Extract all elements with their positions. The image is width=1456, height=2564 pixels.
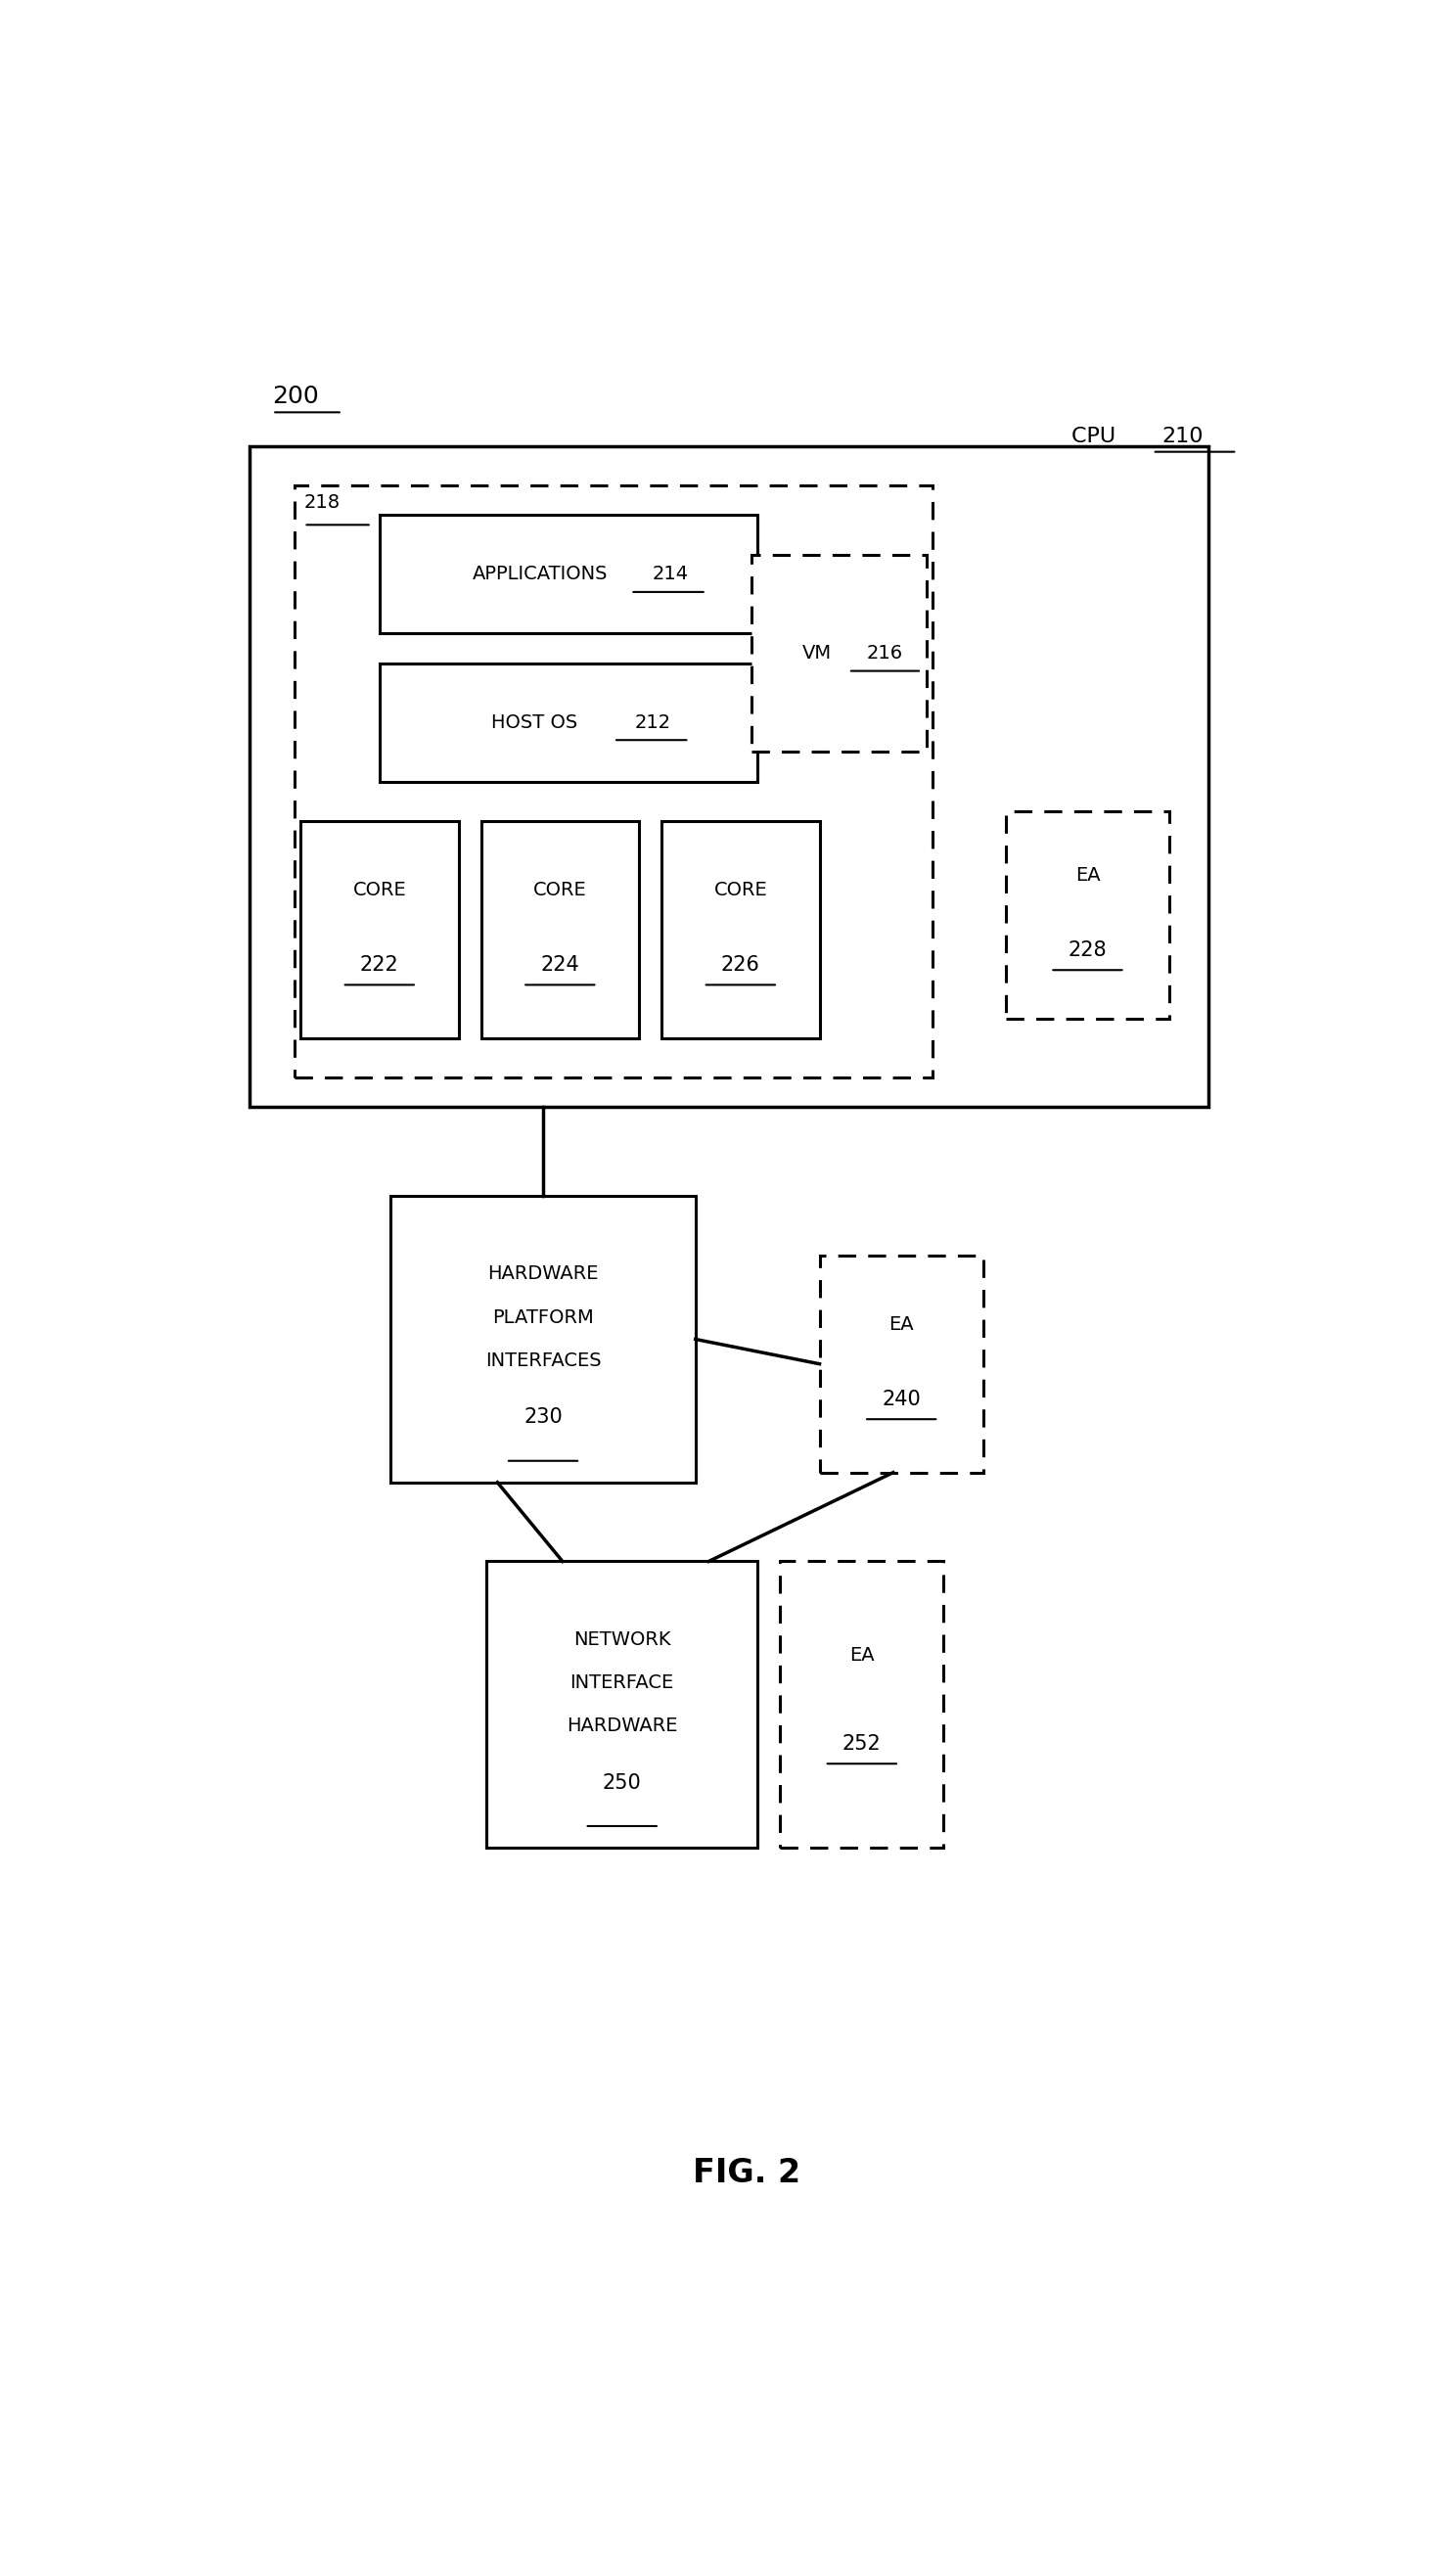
Text: EA: EA: [888, 1315, 914, 1333]
Text: 252: 252: [843, 1733, 881, 1754]
Text: VM: VM: [802, 644, 831, 662]
Text: 240: 240: [882, 1390, 920, 1410]
Text: CORE: CORE: [533, 882, 587, 900]
Bar: [300, 820, 459, 1038]
Text: 228: 228: [1069, 941, 1107, 959]
Bar: [820, 1256, 983, 1472]
Text: 224: 224: [540, 956, 579, 974]
Text: CPU: CPU: [1072, 426, 1130, 446]
Text: HARDWARE: HARDWARE: [566, 1718, 677, 1736]
Text: 230: 230: [524, 1408, 562, 1428]
Bar: [780, 1561, 943, 1849]
Text: APPLICATIONS: APPLICATIONS: [473, 564, 609, 585]
Bar: [294, 485, 932, 1077]
Bar: [1006, 810, 1169, 1018]
Text: NETWORK: NETWORK: [574, 1631, 671, 1649]
Text: EA: EA: [849, 1646, 875, 1664]
Text: EA: EA: [1075, 867, 1101, 885]
Bar: [250, 446, 1208, 1108]
Text: 250: 250: [603, 1772, 642, 1792]
Bar: [480, 820, 639, 1038]
Bar: [380, 515, 757, 633]
Text: 222: 222: [360, 956, 399, 974]
Text: FIG. 2: FIG. 2: [692, 2156, 801, 2190]
Text: CORE: CORE: [713, 882, 767, 900]
Bar: [486, 1561, 757, 1849]
Text: HOST OS: HOST OS: [492, 713, 578, 731]
Text: 200: 200: [272, 385, 319, 408]
Text: 212: 212: [635, 713, 671, 731]
Bar: [661, 820, 820, 1038]
Text: 214: 214: [652, 564, 689, 585]
Text: 210: 210: [1162, 426, 1203, 446]
Text: INTERFACE: INTERFACE: [571, 1674, 674, 1692]
Bar: [380, 664, 757, 782]
Text: 226: 226: [721, 956, 760, 974]
Text: HARDWARE: HARDWARE: [488, 1264, 598, 1285]
Text: 218: 218: [304, 492, 341, 513]
Bar: [390, 1195, 696, 1482]
Text: CORE: CORE: [352, 882, 406, 900]
Text: INTERFACES: INTERFACES: [485, 1351, 601, 1369]
Text: 216: 216: [866, 644, 903, 662]
Text: PLATFORM: PLATFORM: [492, 1308, 594, 1326]
Bar: [751, 554, 927, 751]
